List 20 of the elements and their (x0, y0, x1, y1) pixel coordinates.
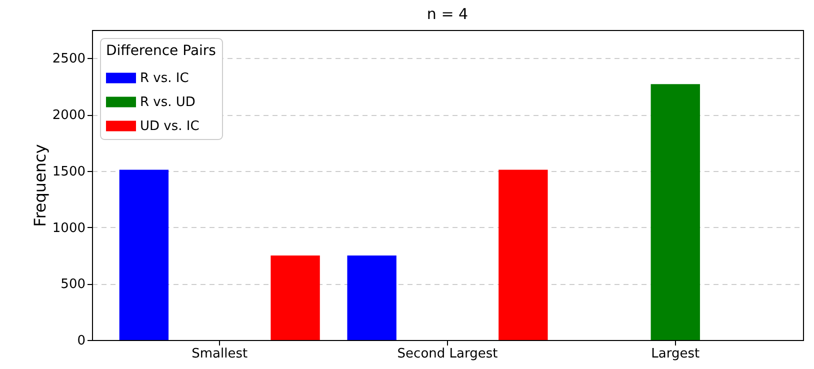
bar (119, 170, 169, 340)
x-tick-label: Second Largest (397, 346, 498, 362)
y-tick-label: 1500 (52, 164, 86, 180)
y-tick-label: 1000 (52, 220, 86, 236)
y-tick-label: 2000 (52, 108, 86, 124)
y-axis-title: Frequency (30, 144, 50, 227)
bar (650, 84, 700, 340)
bar (498, 170, 548, 340)
y-tick-label: 500 (60, 277, 86, 292)
legend-label: UD vs. IC (140, 119, 200, 134)
legend-label: R vs. UD (140, 95, 196, 110)
legend-label: R vs. IC (140, 71, 189, 86)
y-tick-label: 0 (77, 334, 86, 348)
y-tick-label: 2500 (52, 52, 86, 67)
chart-title: n = 4 (426, 5, 468, 23)
x-tick-label: Largest (651, 346, 700, 362)
bar (270, 255, 320, 340)
legend-title: Difference Pairs (106, 43, 216, 59)
x-tick-label: Smallest (192, 346, 248, 362)
bar (347, 255, 396, 340)
